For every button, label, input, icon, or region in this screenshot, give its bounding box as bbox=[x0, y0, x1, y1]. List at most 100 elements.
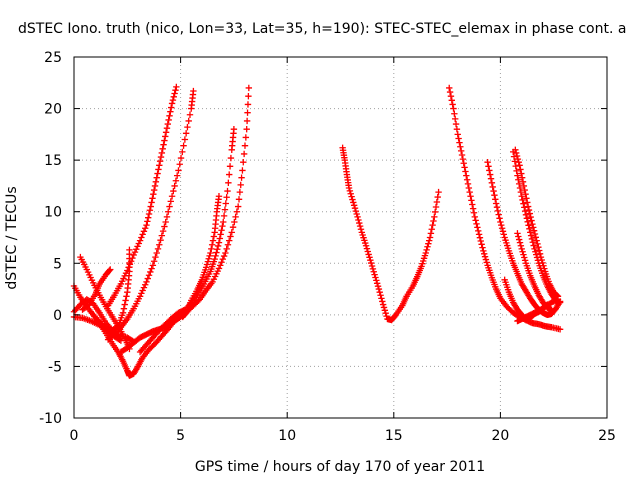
data-point bbox=[496, 215, 503, 222]
data-point bbox=[230, 126, 238, 133]
data-point bbox=[519, 248, 526, 255]
data-point bbox=[516, 239, 524, 246]
data-point bbox=[122, 297, 129, 304]
data-point bbox=[366, 254, 373, 261]
data-point bbox=[125, 264, 132, 271]
data-point bbox=[447, 92, 455, 100]
data-point bbox=[425, 240, 432, 247]
data-point bbox=[162, 218, 169, 226]
x-tick-label: 5 bbox=[176, 428, 185, 444]
y-tick-label: 10 bbox=[44, 205, 62, 221]
data-point bbox=[218, 227, 225, 234]
data-point bbox=[487, 175, 495, 182]
data-point bbox=[497, 218, 504, 226]
data-point bbox=[491, 192, 498, 199]
data-point bbox=[493, 203, 501, 211]
data-point bbox=[489, 183, 496, 191]
data-point bbox=[530, 242, 537, 249]
data-point bbox=[528, 235, 536, 243]
x-tick-label: 15 bbox=[385, 428, 403, 444]
data-point bbox=[533, 237, 540, 244]
data-point bbox=[514, 230, 521, 237]
data-point bbox=[162, 133, 169, 140]
data-point bbox=[528, 217, 535, 224]
data-point bbox=[168, 100, 176, 107]
data-point bbox=[146, 207, 154, 214]
data-point bbox=[423, 246, 430, 254]
data-point bbox=[516, 184, 524, 192]
data-point bbox=[466, 188, 473, 196]
data-point bbox=[156, 162, 163, 169]
data-point bbox=[153, 174, 160, 181]
data-point bbox=[368, 259, 375, 267]
data-point bbox=[245, 92, 252, 100]
data-point bbox=[495, 211, 502, 218]
data-point bbox=[238, 174, 245, 181]
data-point bbox=[140, 228, 148, 235]
data-point bbox=[515, 236, 523, 243]
data-series bbox=[446, 84, 564, 333]
data-point bbox=[154, 170, 161, 177]
data-point bbox=[226, 171, 233, 178]
data-point bbox=[142, 225, 149, 232]
data-point bbox=[135, 240, 143, 247]
data-point bbox=[515, 176, 522, 183]
data-point bbox=[129, 254, 136, 262]
data-point bbox=[355, 216, 362, 224]
data-point bbox=[175, 167, 182, 174]
data-point bbox=[234, 203, 242, 210]
data-point bbox=[228, 229, 235, 236]
data-point bbox=[477, 237, 484, 245]
data-point bbox=[515, 233, 522, 240]
data-point bbox=[225, 179, 232, 187]
data-point bbox=[531, 230, 539, 238]
data-point bbox=[512, 162, 519, 170]
data-point bbox=[138, 290, 145, 297]
data-point bbox=[515, 180, 523, 188]
data-point bbox=[480, 250, 488, 257]
data-point bbox=[455, 135, 462, 142]
data-point bbox=[204, 258, 212, 265]
data-point bbox=[222, 200, 229, 207]
data-point bbox=[212, 252, 219, 260]
data-point bbox=[213, 249, 220, 256]
data-point bbox=[379, 301, 387, 308]
data-point bbox=[354, 213, 361, 221]
data-point bbox=[530, 227, 538, 234]
data-point bbox=[167, 198, 174, 205]
data-point bbox=[469, 205, 477, 212]
data-point bbox=[243, 117, 251, 125]
data-point bbox=[217, 262, 224, 269]
data-point bbox=[525, 206, 533, 214]
data-point bbox=[158, 149, 166, 157]
data-point bbox=[463, 176, 471, 183]
data-series bbox=[339, 144, 442, 324]
data-point bbox=[531, 245, 538, 253]
data-point bbox=[470, 209, 478, 216]
data-point bbox=[143, 221, 150, 229]
data-point bbox=[143, 278, 150, 286]
data-point bbox=[182, 130, 190, 137]
data-point bbox=[134, 243, 141, 250]
data-point bbox=[348, 193, 355, 200]
data-point bbox=[485, 163, 492, 170]
data-point bbox=[144, 218, 151, 225]
data-point bbox=[219, 255, 227, 263]
data-point bbox=[492, 200, 500, 207]
data-point bbox=[430, 217, 437, 225]
data-point bbox=[448, 97, 455, 104]
data-point bbox=[375, 285, 383, 293]
data-point bbox=[147, 268, 154, 276]
data-point bbox=[486, 167, 493, 174]
data-point bbox=[227, 154, 235, 162]
data-point bbox=[215, 193, 223, 200]
data-series bbox=[484, 159, 564, 319]
data-point bbox=[450, 105, 457, 112]
y-tick-label: 20 bbox=[44, 102, 62, 118]
data-point bbox=[155, 166, 162, 173]
data-point bbox=[457, 147, 465, 155]
data-point bbox=[181, 306, 189, 313]
data-point bbox=[462, 168, 469, 175]
data-point bbox=[492, 196, 499, 203]
data-point bbox=[167, 108, 174, 115]
